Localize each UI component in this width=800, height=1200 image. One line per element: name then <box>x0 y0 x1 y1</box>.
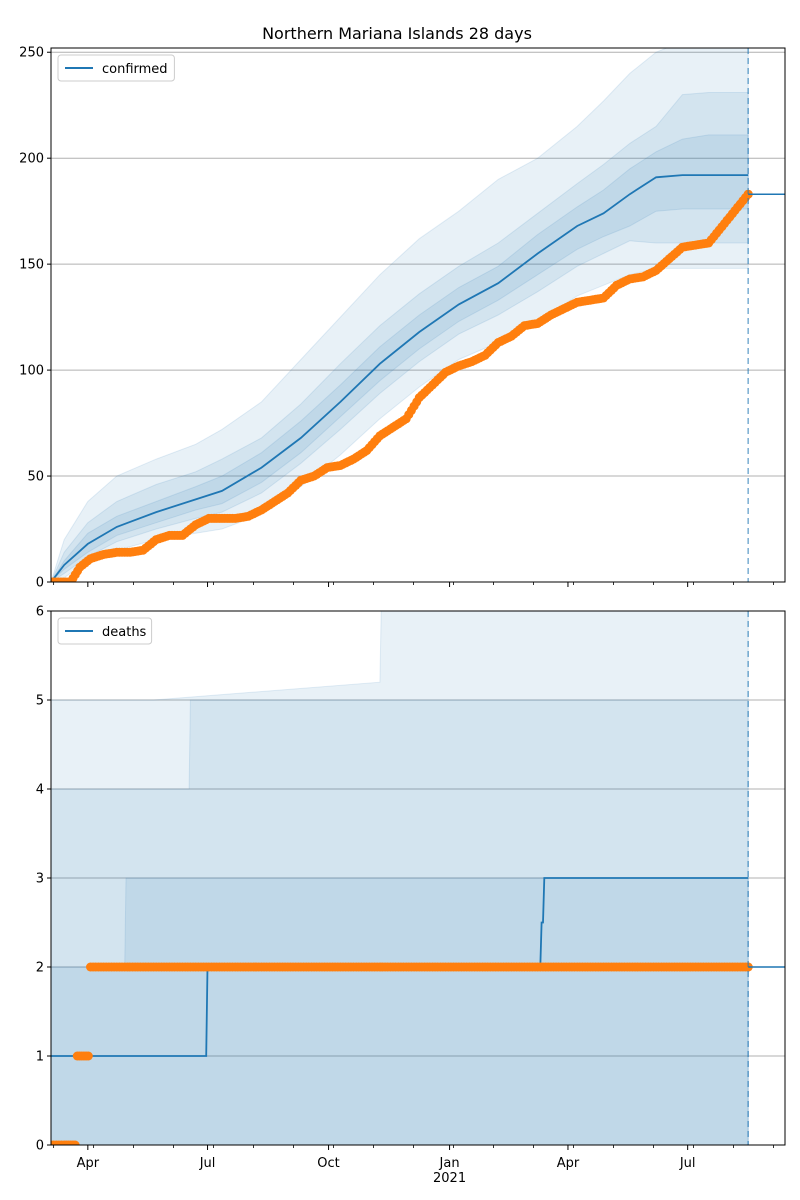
legend-label: deaths <box>102 625 147 640</box>
y-tick-label: 0 <box>36 1139 44 1154</box>
legend-box <box>57 617 153 645</box>
x-tick-label: Jul <box>679 1156 696 1171</box>
y-tick-label: 100 <box>19 364 44 379</box>
legend: confirmed <box>57 54 175 82</box>
model-line <box>51 877 749 1057</box>
legend-box <box>57 54 175 82</box>
plot-area <box>51 48 753 582</box>
observed-point <box>83 1051 93 1061</box>
y-tick-label: 4 <box>36 783 44 798</box>
x-tick-label: Jan <box>439 1156 460 1171</box>
y-tick-label: 1 <box>36 1050 44 1065</box>
y-tick-label: 50 <box>27 470 44 485</box>
y-tick-label: 5 <box>36 694 44 709</box>
uncertainty-band <box>51 92 749 582</box>
axes-frame <box>50 47 786 583</box>
plot-area <box>51 611 753 1145</box>
model-line <box>51 174 749 582</box>
y-tick-label: 0 <box>36 576 44 591</box>
legend: deaths <box>57 617 153 645</box>
x-year-label: 2021 <box>433 1171 466 1186</box>
x-tick-label: Jul <box>199 1156 216 1171</box>
y-tick-label: 150 <box>19 258 44 273</box>
chart-title: Northern Mariana Islands 28 days <box>262 24 532 43</box>
x-tick-label: Oct <box>317 1156 339 1171</box>
uncertainty-band <box>51 611 749 1145</box>
confirmed-panel: 0 50 100 150 200 250 confirmed <box>19 46 786 591</box>
y-tick-label: 6 <box>36 605 44 620</box>
x-tick-label: Apr <box>557 1156 580 1171</box>
y-tick-label: 250 <box>19 46 44 61</box>
y-tick-label: 3 <box>36 872 44 887</box>
uncertainty-band <box>51 699 749 1145</box>
y-tick-label: 2 <box>36 961 44 976</box>
legend-label: confirmed <box>102 62 168 77</box>
x-tick-label: Apr <box>77 1156 100 1171</box>
observed-point <box>70 1140 80 1145</box>
x-axis: Apr Jul Oct Jan Apr Jul 2021 <box>77 1156 696 1186</box>
y-tick-label: 200 <box>19 152 44 167</box>
uncertainty-band <box>51 877 749 1145</box>
deaths-panel: 0 1 2 3 4 5 6 deaths <box>36 605 786 1154</box>
